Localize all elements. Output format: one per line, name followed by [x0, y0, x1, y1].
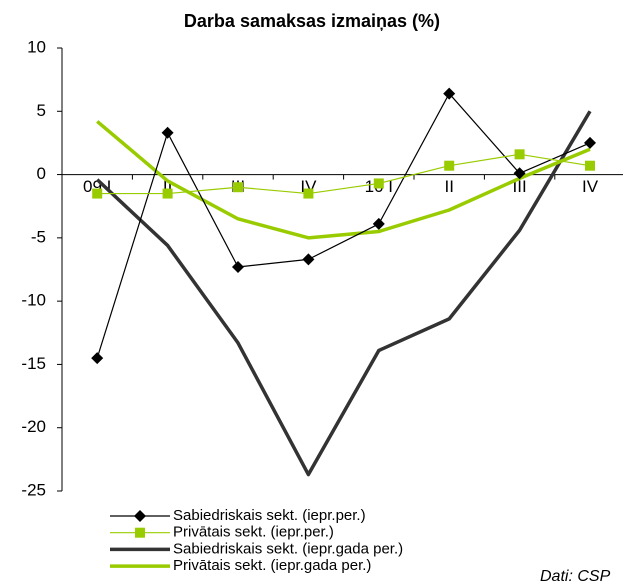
- chart-title: Darba samaksas izmaiņas (%): [184, 11, 440, 31]
- data-point: [584, 136, 596, 149]
- data-point: [134, 510, 146, 522]
- series-line: [97, 153, 591, 195]
- y-tick-label: 10: [27, 37, 46, 56]
- legend-label: Sabiedriskais sekt. (iepr.gada per.): [173, 540, 403, 557]
- series-line: [96, 92, 591, 359]
- x-tick-label: II: [163, 177, 172, 196]
- legend-label: Sabiedriskais sekt. (iepr.per.): [173, 507, 366, 524]
- y-tick-label: -25: [21, 480, 46, 499]
- legend-label: Privātais sekt. (iepr.per.): [173, 524, 334, 541]
- y-tick-label: 5: [37, 101, 46, 120]
- data-point: [444, 160, 455, 171]
- data-point: [303, 188, 314, 199]
- data-point: [585, 160, 595, 171]
- data-point: [373, 178, 384, 189]
- series-line: [96, 120, 591, 240]
- x-tick-label: IV: [582, 177, 599, 196]
- data-point: [443, 87, 456, 100]
- data-point: [233, 182, 243, 193]
- x-tick-label: 09 I: [83, 177, 111, 196]
- data-point: [232, 260, 244, 273]
- source-note: Dati: CSP: [540, 568, 611, 585]
- data-point: [162, 188, 173, 199]
- y-tick-label: -5: [31, 227, 46, 246]
- data-point: [91, 352, 104, 365]
- y-tick-label: -10: [21, 291, 46, 310]
- data-point: [513, 167, 526, 180]
- data-point: [135, 527, 145, 538]
- data-point: [302, 253, 315, 266]
- data-point: [92, 188, 103, 199]
- y-tick-label: -20: [21, 417, 46, 436]
- y-tick-label: 0: [37, 164, 46, 183]
- legend-label: Privātais sekt. (iepr.gada per.): [173, 557, 371, 574]
- x-tick-label: II: [444, 177, 453, 196]
- series-line: [96, 110, 592, 477]
- y-tick-label: -15: [21, 354, 46, 373]
- data-point: [514, 149, 525, 160]
- data-point: [372, 217, 385, 230]
- data-point: [161, 126, 174, 139]
